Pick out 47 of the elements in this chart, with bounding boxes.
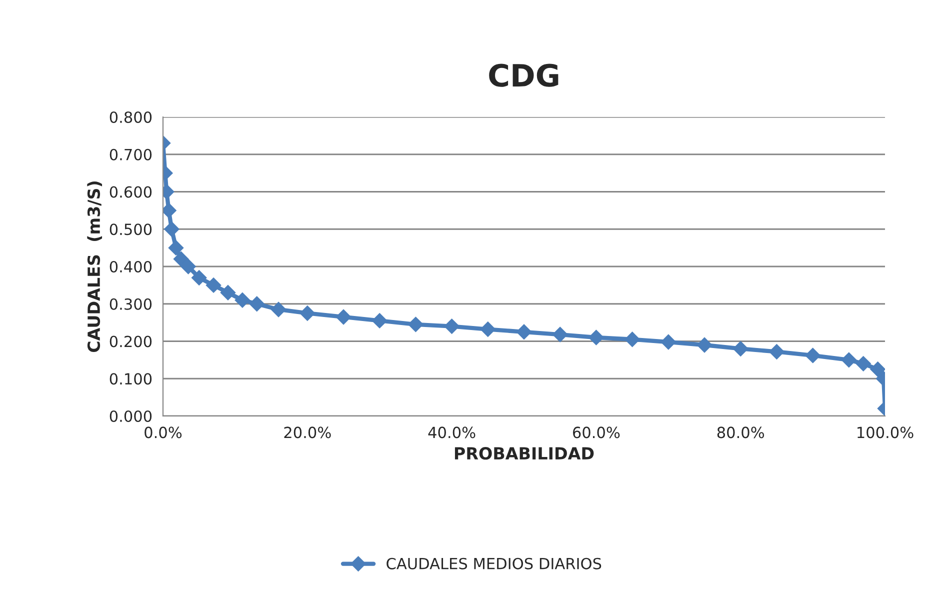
y-tick-label: 0.000 [110, 410, 152, 422]
point [206, 278, 222, 293]
point [336, 309, 352, 325]
point [180, 258, 196, 274]
point [480, 322, 496, 337]
point [660, 334, 676, 350]
point [300, 306, 315, 321]
x-tick-label: 0.0% [144, 426, 182, 438]
point [444, 318, 460, 334]
y-tick-label: 0.600 [110, 186, 152, 198]
point [805, 348, 820, 364]
point [841, 352, 856, 368]
point [372, 313, 388, 328]
point [249, 296, 264, 312]
point [516, 324, 532, 340]
x-tick-label: 100.0% [858, 426, 914, 438]
point [192, 270, 207, 286]
y-tick-label: 0.800 [110, 111, 152, 124]
point [870, 362, 885, 377]
y-tick-label: 0.100 [110, 373, 152, 385]
x-tick-label: 60.0% [573, 426, 620, 438]
point [220, 285, 236, 300]
point [552, 326, 568, 342]
y-tick-label: 0.700 [110, 148, 152, 160]
point [408, 316, 424, 332]
point [624, 332, 640, 347]
y-tick-label: 0.300 [110, 298, 152, 310]
point [733, 341, 748, 356]
y-axis-title: CAUDALES (m3/S) [87, 182, 102, 352]
y-tick-label: 0.500 [110, 224, 152, 236]
x-tick-label: 80.0% [717, 426, 764, 438]
point [164, 222, 180, 237]
legend-label: CAUDALES MEDIOS DIARIOS [386, 558, 602, 570]
point [270, 302, 286, 318]
x-axis-title: PROBABILIDAD [454, 447, 594, 460]
y-tick-label: 0.200 [110, 336, 152, 348]
x-tick-label: 20.0% [284, 426, 331, 438]
y-tick-label: 0.400 [110, 260, 152, 273]
point [769, 344, 784, 360]
point [173, 251, 189, 267]
point [588, 330, 604, 346]
point [856, 356, 871, 372]
point [696, 337, 712, 353]
point [234, 292, 250, 308]
chart-title: CDG [489, 64, 558, 87]
point [168, 240, 184, 256]
x-tick-label: 40.0% [428, 426, 476, 438]
